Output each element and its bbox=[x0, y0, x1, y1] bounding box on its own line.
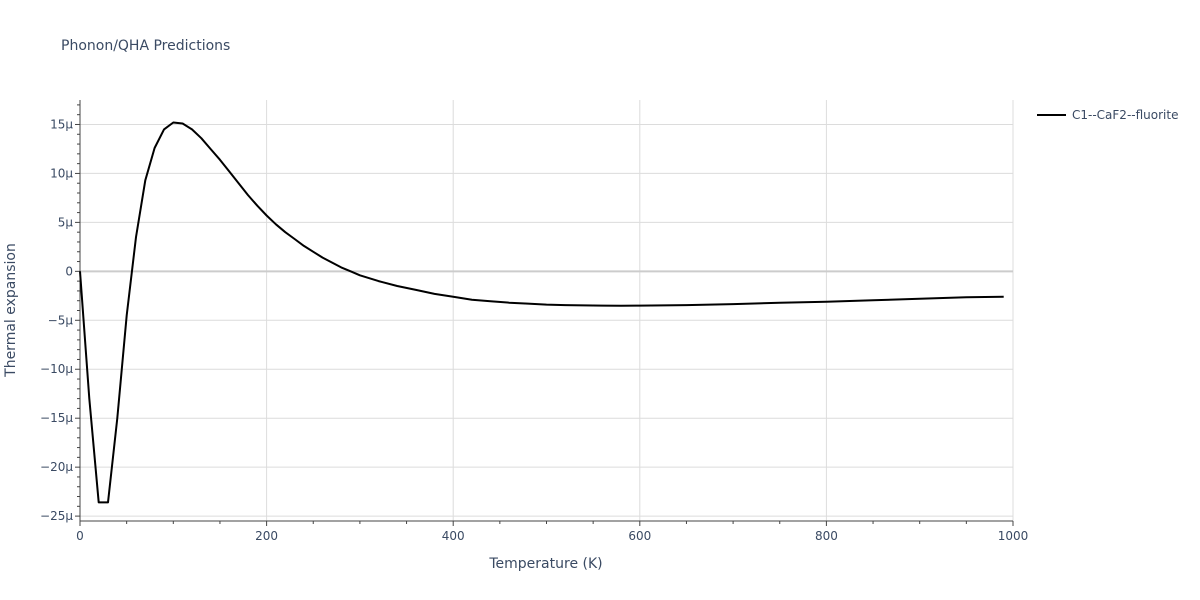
series-layer bbox=[79, 121, 1004, 504]
tick-labels: 0 200 400 600 800 1000 15μ 10μ 5μ 0 −5μ −10μ −15μ −20… bbox=[40, 117, 1028, 543]
x-tick-label: 1000 bbox=[998, 529, 1029, 543]
x-tick-label: 800 bbox=[815, 529, 838, 543]
axes-layer bbox=[75, 100, 1014, 526]
y-tick-label: −10μ bbox=[40, 362, 73, 376]
y-tick-label: −25μ bbox=[40, 509, 73, 523]
grid-layer bbox=[80, 100, 1014, 521]
legend-label: C1--CaF2--fluorite bbox=[1072, 108, 1178, 122]
x-tick-label: 400 bbox=[442, 529, 465, 543]
y-tick-label: 0 bbox=[65, 264, 73, 278]
chart-title: Phonon/QHA Predictions bbox=[61, 38, 230, 54]
x-tick-label: 0 bbox=[76, 529, 84, 543]
y-tick-label: 15μ bbox=[50, 117, 73, 131]
y-tick-label: 10μ bbox=[50, 166, 73, 180]
x-tick-label: 200 bbox=[255, 529, 278, 543]
series-line bbox=[79, 121, 1004, 504]
y-tick-label: −15μ bbox=[40, 411, 73, 425]
legend[interactable]: C1--CaF2--fluorite bbox=[1037, 108, 1178, 122]
x-tick-label: 600 bbox=[628, 529, 651, 543]
y-tick-label: −5μ bbox=[48, 313, 74, 327]
y-axis-label: Thermal expansion bbox=[3, 243, 19, 378]
x-axis-label: Temperature (K) bbox=[488, 556, 602, 572]
y-tick-label: −20μ bbox=[40, 460, 73, 474]
y-tick-label: 5μ bbox=[58, 215, 74, 229]
